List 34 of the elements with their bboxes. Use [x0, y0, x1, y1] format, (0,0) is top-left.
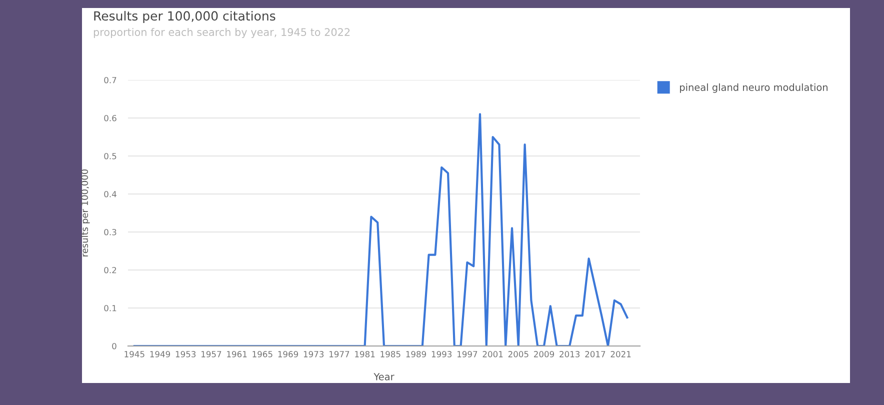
y-tick-label: 0.1	[104, 304, 116, 312]
x-tick-label: 1957	[202, 351, 222, 358]
x-tick-label: 1965	[252, 351, 272, 358]
x-tick-label: 1945	[124, 351, 144, 358]
x-tick-label: 1949	[150, 351, 170, 358]
legend-label: pineal gland neuro modulation	[680, 83, 828, 93]
x-tick-label: 1953	[176, 351, 196, 358]
x-tick-label: 2017	[585, 351, 606, 358]
x-tick-label: 1981	[355, 351, 375, 358]
y-tick-label: 0.4	[104, 190, 116, 198]
y-tick-label: 0.7	[104, 76, 116, 84]
x-tick-label: 1969	[278, 351, 298, 358]
chart-subtitle: proportion for each search by year, 1945 to 2022	[94, 28, 350, 38]
x-tick-label: 2005	[508, 351, 528, 358]
x-tick-label: 2013	[560, 351, 580, 358]
x-tick-label: 2021	[610, 351, 631, 358]
x-tick-label: 1989	[406, 351, 426, 358]
chart-title: Results per 100,000 citations	[94, 10, 276, 24]
x-tick-label: 1977	[330, 351, 350, 358]
x-tick-label: 1997	[458, 351, 478, 358]
y-tick-label: 0.5	[104, 152, 116, 160]
x-tick-label: 1985	[380, 351, 400, 358]
x-tick-label: 2009	[534, 351, 554, 358]
line-series	[133, 113, 628, 346]
y-tick-label: 0.6	[104, 114, 116, 122]
y-tick-label: 0.3	[104, 228, 116, 236]
x-axis-title: Year	[374, 373, 394, 380]
x-tick-label: 2001	[482, 351, 503, 358]
y-axis-title: results per 100,000	[81, 169, 90, 256]
x-tick-label: 1973	[304, 351, 324, 358]
y-tick-label: 0	[112, 342, 116, 350]
x-tick-label: 1993	[432, 351, 452, 358]
y-tick-label: 0.2	[104, 266, 116, 274]
x-tick-label: 1961	[227, 351, 247, 358]
